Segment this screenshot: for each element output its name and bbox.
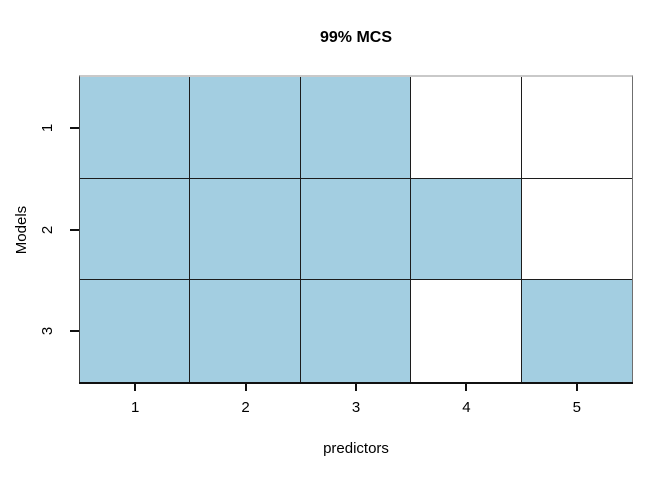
x-axis-line — [79, 382, 633, 384]
x-tick-label-2: 2 — [241, 399, 250, 416]
y-tick-label-3: 3 — [39, 326, 56, 336]
x-tick-label-5: 5 — [572, 399, 581, 416]
cell-model3-predictor3 — [300, 280, 412, 382]
cell-model1-predictor4 — [411, 77, 522, 179]
cell-model3-predictor2 — [190, 280, 301, 382]
cell-model2-predictor4 — [411, 178, 522, 281]
cell-model3-predictor1 — [80, 280, 191, 382]
x-axis-tick-1 — [134, 384, 137, 391]
y-tick-label-2: 2 — [39, 225, 56, 234]
y-tick-label-1: 1 — [39, 123, 56, 132]
plot-title: 99% MCS — [319, 29, 393, 46]
cell-model2-predictor3 — [300, 178, 412, 281]
cell-model2-predictor5 — [521, 178, 632, 281]
cell-model1-predictor5 — [521, 77, 632, 179]
mcs-heatmap-grid — [79, 75, 633, 382]
y-axis-tick-3 — [70, 330, 79, 333]
cell-model3-predictor5 — [521, 280, 632, 382]
cell-model1-predictor2 — [190, 77, 301, 179]
x-tick-label-4: 4 — [462, 399, 471, 416]
x-axis-tick-4 — [465, 384, 468, 391]
x-axis-tick-5 — [575, 384, 578, 391]
cell-model1-predictor1 — [80, 77, 191, 179]
y-axis-tick-2 — [70, 228, 79, 231]
x-axis-title: predictors — [323, 440, 389, 457]
x-axis-tick-2 — [244, 384, 247, 391]
y-axis-title: Models — [13, 205, 30, 255]
cell-model1-predictor3 — [300, 77, 412, 179]
cell-model3-predictor4 — [411, 280, 522, 382]
cell-model2-predictor2 — [190, 178, 301, 281]
x-tick-label-3: 3 — [351, 399, 361, 416]
x-tick-label-1: 1 — [131, 399, 140, 416]
x-axis-tick-3 — [355, 384, 357, 391]
cell-model2-predictor1 — [80, 178, 191, 281]
y-axis-tick-1 — [70, 126, 79, 129]
